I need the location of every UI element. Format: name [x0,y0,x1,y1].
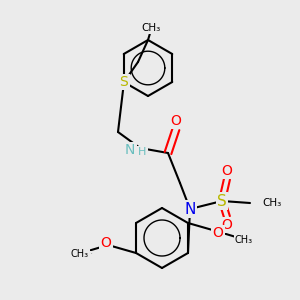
Text: O: O [222,164,232,178]
Text: CH₃: CH₃ [71,249,89,259]
Text: O: O [222,218,232,232]
Text: OCH₃: OCH₃ [86,254,90,256]
Text: S: S [120,75,128,89]
Text: methoxy: methoxy [87,252,93,253]
Text: O: O [100,236,112,250]
Text: N: N [184,202,196,217]
Text: CH₃: CH₃ [141,23,160,33]
Text: H: H [138,147,146,157]
Text: CH₃: CH₃ [235,235,253,245]
Text: N: N [125,143,135,157]
Text: O: O [171,114,182,128]
Text: S: S [217,194,227,208]
Text: CH₃: CH₃ [262,198,281,208]
Text: O: O [212,226,224,240]
